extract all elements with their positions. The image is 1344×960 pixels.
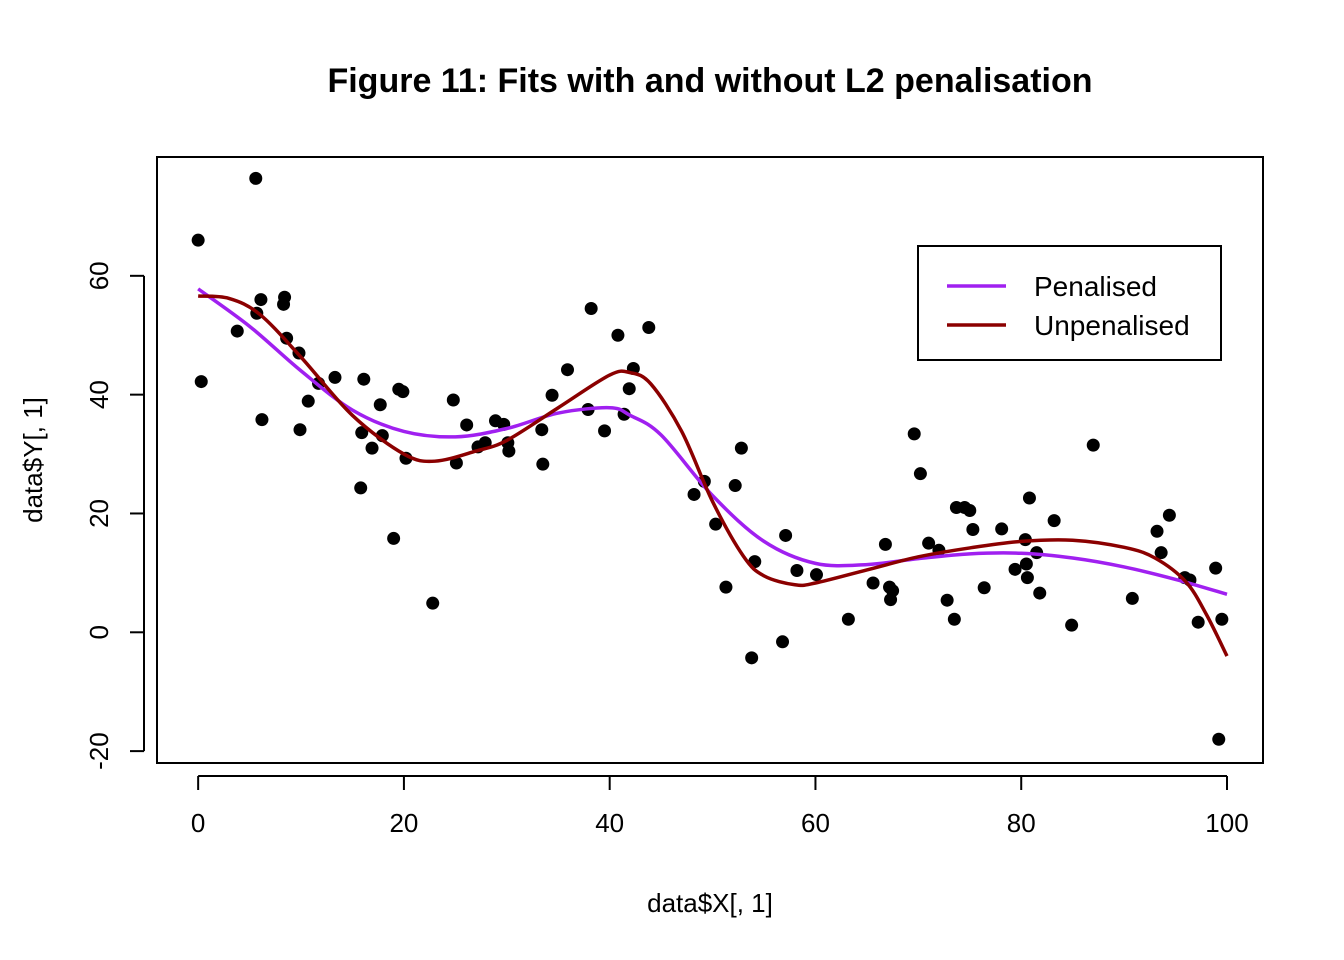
data-point [790, 564, 804, 578]
x-axis-label: data$X[, 1] [647, 888, 773, 918]
data-point [728, 479, 742, 493]
data-point [1212, 732, 1226, 746]
data-point [642, 321, 656, 335]
fit-lines [197, 287, 1229, 657]
x-tick-label: 60 [801, 808, 830, 838]
data-point [1033, 586, 1047, 600]
y-tick-label: 40 [84, 380, 114, 409]
series-line-penalised [197, 287, 1228, 596]
x-tick-label: 80 [1007, 808, 1036, 838]
data-point [230, 324, 244, 338]
data-point [254, 293, 268, 307]
y-tick-label: 60 [84, 261, 114, 290]
data-point [913, 467, 927, 481]
data-point [561, 363, 575, 377]
data-point [535, 423, 549, 437]
data-point [963, 504, 977, 517]
data-point [1162, 508, 1176, 522]
data-point [878, 537, 892, 551]
data-point [355, 426, 369, 440]
data-point [977, 581, 991, 595]
legend-box [917, 245, 1222, 361]
data-point [922, 536, 936, 550]
data-point [1125, 591, 1139, 605]
data-point [966, 523, 980, 537]
data-point [907, 427, 921, 441]
data-point [709, 517, 723, 531]
data-point [536, 457, 550, 471]
data-point [866, 576, 880, 590]
data-point [1065, 618, 1079, 632]
data-point [1019, 557, 1033, 571]
series-line-unpenalised [198, 294, 1229, 657]
data-point [1020, 571, 1034, 585]
x-tick-label: 40 [595, 808, 624, 838]
data-point [373, 398, 387, 412]
data-point [947, 612, 961, 626]
x-tick-label: 100 [1205, 808, 1248, 838]
data-point [745, 651, 759, 665]
data-point [734, 441, 748, 455]
data-point [687, 487, 701, 501]
data-point [1191, 615, 1205, 629]
data-point [449, 456, 463, 470]
x-axis: 0 20 40 60 80 100 [191, 775, 1249, 838]
data-point [940, 593, 954, 607]
data-point [502, 444, 516, 458]
legend: Penalised Unpenalised [917, 245, 1222, 361]
data-point [1008, 562, 1022, 576]
scatter-points [191, 171, 1229, 746]
data-point [365, 441, 379, 455]
chart-title: Figure 11: Fits with and without L2 pena… [327, 62, 1092, 100]
data-point [1086, 438, 1100, 452]
y-tick-label: 20 [84, 499, 114, 528]
data-point [249, 171, 263, 185]
data-point [293, 423, 307, 437]
legend-label-unpenalised: Unpenalised [1034, 310, 1190, 341]
data-point [255, 413, 269, 427]
data-point [886, 584, 900, 598]
data-point [622, 382, 636, 396]
y-axis-label: data$Y[, 1] [18, 397, 48, 523]
data-point [995, 522, 1009, 536]
data-point [301, 394, 315, 408]
data-point [426, 596, 440, 610]
data-point [841, 612, 855, 626]
data-point [776, 635, 790, 649]
data-point [719, 580, 733, 594]
data-point [396, 385, 410, 399]
data-point [1154, 546, 1168, 560]
data-point [357, 372, 371, 386]
data-point [278, 290, 292, 304]
data-point [809, 568, 823, 582]
data-point [1150, 524, 1164, 538]
data-point [191, 233, 205, 247]
data-point [1022, 491, 1036, 505]
data-point [584, 302, 598, 315]
data-point [779, 528, 793, 542]
plot-frame [156, 156, 1264, 764]
data-point [460, 418, 474, 432]
data-point [611, 328, 625, 342]
data-point [194, 375, 208, 389]
data-point [1215, 612, 1229, 626]
y-tick-label: 0 [84, 625, 114, 639]
y-tick-label: -20 [84, 732, 114, 770]
data-point [598, 424, 612, 438]
data-point [354, 481, 368, 495]
data-point [328, 370, 342, 384]
data-point [1209, 561, 1223, 575]
data-point [545, 388, 559, 402]
data-point [280, 331, 294, 345]
x-tick-label: 0 [191, 808, 205, 838]
y-axis: -20 0 20 40 60 [84, 261, 145, 770]
data-point [387, 531, 401, 545]
x-tick-label: 20 [389, 808, 418, 838]
data-point [1047, 514, 1061, 528]
legend-label-penalised: Penalised [1034, 271, 1157, 302]
data-point [446, 393, 460, 407]
